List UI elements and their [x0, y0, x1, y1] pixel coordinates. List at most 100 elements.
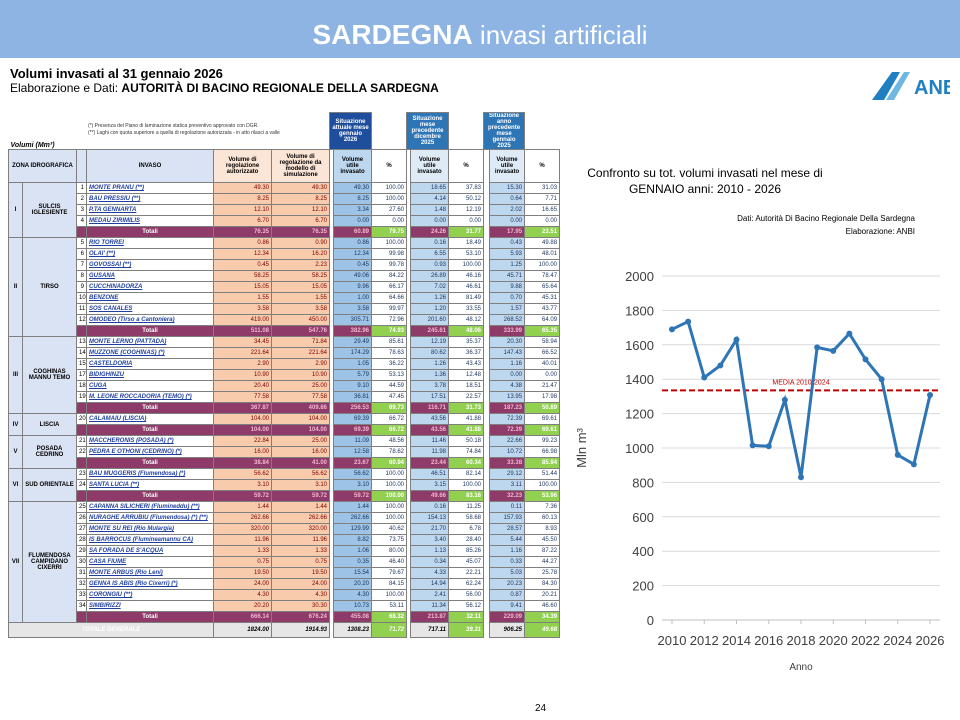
cell: Volume utile invasato [410, 149, 450, 183]
cell: 1.20 [410, 303, 450, 315]
cell: 71.84 [270, 336, 331, 348]
point [910, 461, 917, 468]
cell: 23 [76, 468, 87, 480]
cell: 116.71 [410, 402, 450, 414]
cell: 187.23 [489, 402, 526, 414]
cell: BAU MUGGERIS (Flumendosa) (*) [86, 468, 214, 480]
point [749, 442, 756, 449]
cell: P.TA GENNARTA [86, 204, 214, 216]
cell: 80.62 [410, 347, 450, 359]
row: Totali 666.14 676.24 455.08 68.32 213.87 32.11… [9, 611, 561, 623]
cell: 5.44 [489, 534, 526, 546]
cell: 2.02 [489, 204, 526, 216]
cell: 320.00 [270, 523, 331, 535]
cell: 49.30 [213, 182, 272, 194]
cell: 83.16 [448, 490, 485, 502]
cell: 23.51 [524, 226, 561, 238]
cell: 43.43 [448, 358, 485, 370]
point [733, 336, 740, 343]
cell: 3.15 [410, 479, 450, 491]
cell: 1 [76, 182, 87, 194]
cell: 24 [76, 479, 87, 491]
cell: 53.11 [371, 600, 408, 612]
cell: 64.09 [524, 314, 561, 326]
cell: 1.36 [410, 369, 450, 381]
cell: 19.50 [213, 567, 272, 579]
cell: 213.87 [410, 611, 450, 623]
cell: 12 [76, 314, 87, 326]
cell: 8.93 [524, 523, 561, 535]
cell: 65.35 [524, 325, 561, 337]
cell: 22.21 [448, 567, 485, 579]
cell: 72.39 [489, 424, 526, 436]
cell: 14 [76, 347, 87, 359]
cell: 23.67 [333, 457, 373, 469]
cell: 6.70 [270, 215, 331, 227]
cell: 28 [76, 534, 87, 546]
cell: 0.00 [448, 215, 485, 227]
cell: 8.25 [213, 193, 272, 205]
cell: 50.12 [448, 193, 485, 205]
cell: 1914.93 [270, 622, 331, 638]
cell: 46.16 [448, 270, 485, 282]
cell: 27 [76, 523, 87, 535]
cell: 305.71 [333, 314, 373, 326]
reservoir-table: Volumi (Mm³) Situazione attuale mese genn… [8, 112, 561, 638]
cell: 262.66 [270, 512, 331, 524]
cell: 65.64 [524, 281, 561, 293]
cell: 0.64 [489, 193, 526, 205]
cell: 10.73 [333, 600, 373, 612]
cell: 1.44 [333, 501, 373, 513]
cell: 0.45 [333, 259, 373, 271]
cell: MONTE LERNO (PATTADA) [86, 336, 214, 348]
cell: 100.00 [371, 501, 408, 513]
y-tick-label: 800 [632, 475, 654, 490]
cell: MUZZONE (COGHINAS) (*) [86, 347, 214, 359]
cell: CORONGIU (**) [86, 589, 214, 601]
chart: Confronto su tot. volumi invasati nel me… [574, 166, 945, 673]
row: 27 MONTE SU REI (Rio Mulargia) 320.00 320.0… [9, 523, 561, 535]
cell: II [8, 237, 23, 337]
cell: 77.58 [270, 391, 331, 403]
cell: 48.01 [524, 248, 561, 260]
y-tick-label: 1600 [625, 338, 654, 353]
cell: 66.98 [524, 446, 561, 458]
row: 32 GENNA IS ABIS (Rio Cixerri) (*) 24.00 24… [9, 578, 561, 590]
point [814, 344, 821, 351]
cell: 78.62 [371, 446, 408, 458]
cell: VI [8, 468, 23, 502]
cell: 11.25 [448, 501, 485, 513]
cell: 0.00 [371, 215, 408, 227]
cell: 0.75 [213, 556, 272, 568]
cell: 1.33 [213, 545, 272, 557]
cell: MONTE ARBUS (Rio Leni) [86, 567, 214, 579]
cell: 262.66 [213, 512, 272, 524]
cell: 29.49 [333, 336, 373, 348]
cell: 100.00 [371, 193, 408, 205]
cell: 9 [76, 281, 87, 293]
cell: 23.44 [410, 457, 450, 469]
cell: 0.70 [489, 292, 526, 304]
cell: 31.77 [448, 226, 485, 238]
cell: 33 [76, 589, 87, 601]
cell: 9.96 [333, 281, 373, 293]
x-tick-label: 2026 [916, 633, 945, 648]
point [717, 362, 724, 369]
cell: 1.16 [489, 358, 526, 370]
cell: 18.49 [448, 237, 485, 249]
cell: 6.78 [448, 523, 485, 535]
y-tick-label: 400 [632, 544, 654, 559]
cell: 48.06 [448, 325, 485, 337]
cell: 49.06 [333, 270, 373, 282]
cell: 15.30 [489, 182, 526, 194]
cell: 56.00 [448, 589, 485, 601]
cell: 11 [76, 303, 87, 315]
cell: 15 [76, 358, 87, 370]
cell: 100.00 [371, 479, 408, 491]
cell: 7.71 [524, 193, 561, 205]
cell: 333.99 [489, 325, 526, 337]
cell: 201.60 [410, 314, 450, 326]
cell: OMODEO (Tirso a Cantoniera) [86, 314, 214, 326]
cell: 79.75 [371, 226, 408, 238]
cell: 49.66 [410, 490, 450, 502]
